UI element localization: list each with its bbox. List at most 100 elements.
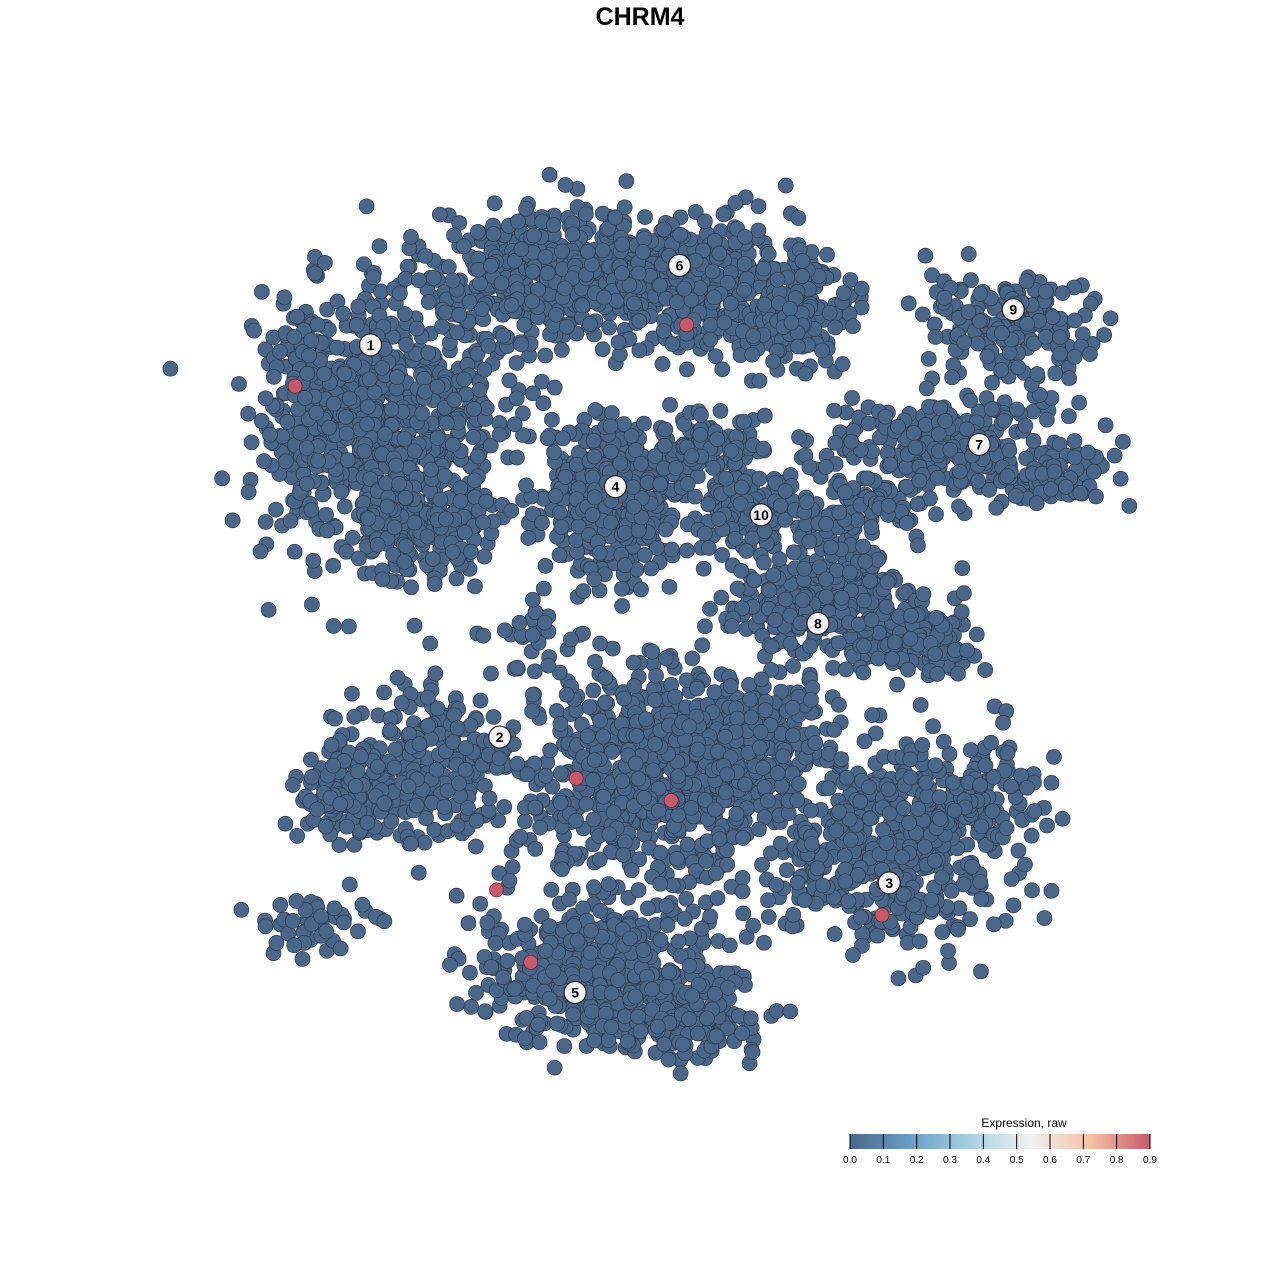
cell-point [468,812,485,829]
cell-point [625,654,642,671]
cell-point [374,571,391,588]
cell-point [670,768,687,785]
cell-point [406,443,423,460]
cell-point [554,243,570,260]
cell-point [299,365,316,382]
cell-point [417,248,434,264]
cell-point [615,416,632,432]
cell-point [658,650,674,667]
cell-point [495,327,512,344]
cell-point [325,757,341,774]
cell-point [493,275,510,292]
cell-point [845,318,861,335]
cell-point [257,390,274,407]
cell-point [419,689,436,706]
cell-point [305,552,322,569]
cell-point [647,736,663,752]
cell-point [862,573,878,589]
cell-point [1106,447,1123,464]
cell-point [386,759,403,776]
cell-point [373,283,389,300]
cell-point [999,468,1016,485]
cell-point [802,638,818,655]
cell-point [437,511,454,527]
cell-point [446,392,463,408]
cell-point [1061,370,1077,387]
cell-point [679,542,695,559]
cell-point [596,289,612,306]
cell-point [844,390,860,406]
chart-title: CHRM4 [595,3,685,31]
cell-point [526,227,542,244]
cell-point [889,676,905,693]
cell-point [1088,488,1104,505]
cell-point [902,630,919,647]
cell-point [689,741,706,758]
cell-point [460,800,476,816]
cell-point [444,272,461,289]
cell-point [388,457,405,474]
cell-point [733,562,750,579]
cell-point [1066,433,1083,449]
cell-point [838,661,855,678]
cell-point [466,472,483,489]
cell-point [663,541,680,558]
cell-point [594,242,611,259]
cell-point [551,547,568,563]
cell-point [669,851,685,867]
cell-point [1066,349,1083,365]
cell-point [662,396,678,413]
cell-point [252,543,269,560]
cell-point [751,739,768,756]
cell-point [821,304,838,321]
cell-point [386,519,403,536]
cell-point [336,365,353,382]
cell-point [931,426,947,443]
cell-point [509,449,525,466]
cell-point [462,717,479,734]
cell-point [534,514,550,531]
cell-point [769,765,786,781]
cell-point [518,200,534,217]
cell-point [578,796,595,812]
cell-point [594,341,611,358]
cell-point [917,247,934,264]
cell-point [425,270,442,286]
cell-point [711,245,728,262]
cell-point [403,579,420,596]
cell-point [298,440,315,456]
cell-point [397,489,414,506]
cell-point [246,322,262,339]
cell-point [377,426,393,442]
cell-point [1028,495,1045,512]
cell-point [465,429,482,445]
cell-point [746,572,762,588]
cell-point [711,831,728,847]
cell-point [253,413,270,429]
cell-point [625,479,641,495]
cell-point [638,711,654,727]
cell-point [539,430,556,447]
cell-point [667,688,683,705]
cell-point [426,576,443,592]
cell-point [1039,411,1055,428]
cell-point [979,348,996,365]
cell-point [591,851,608,868]
cell-point [661,578,678,595]
cell-point [260,602,277,618]
cell-point [843,433,860,450]
cell-point [601,319,618,336]
cell-point [697,525,713,542]
cell-point [309,316,326,333]
cell-point [568,812,585,829]
cell-point [724,618,740,634]
cell-point [785,544,802,561]
cell-point [537,558,554,574]
cell-point [577,206,594,223]
cell-point [626,678,643,694]
cell-point [1052,345,1068,362]
cell-point [814,342,830,359]
cell-point [339,452,356,469]
cell-point [582,316,598,332]
